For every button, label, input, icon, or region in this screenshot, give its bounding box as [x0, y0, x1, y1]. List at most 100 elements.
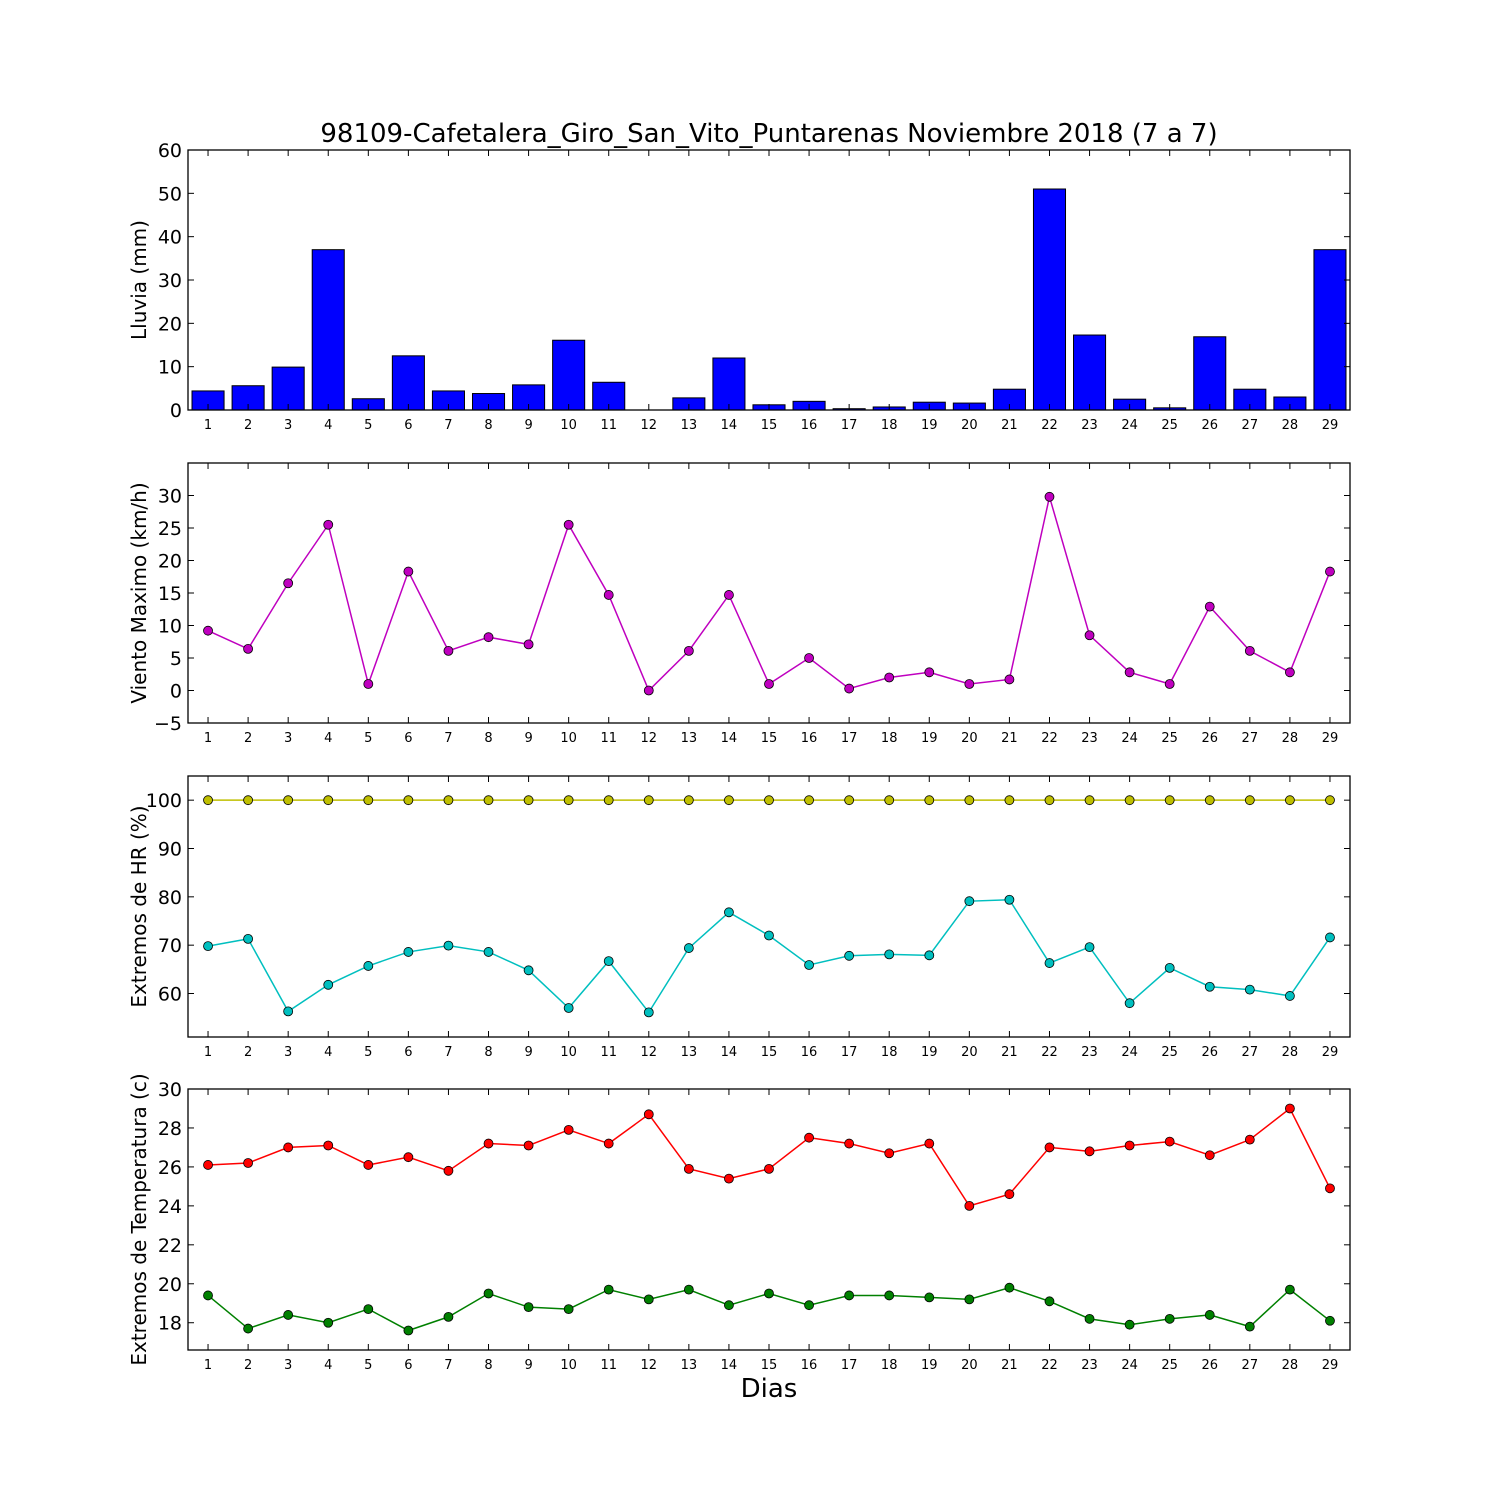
x-tick-label: 29 [1322, 1358, 1339, 1373]
x-tick-label: 18 [881, 1358, 898, 1373]
y-tick-label: 15 [158, 583, 182, 605]
point-series-1-day-8 [483, 1138, 494, 1149]
point-series-2-day-14 [724, 907, 734, 918]
point-series-2-day-25 [1164, 962, 1175, 973]
x-tick-label: 7 [444, 418, 452, 433]
x-tick-label: 19 [921, 731, 938, 746]
point-series-2-day-29 [1325, 1315, 1335, 1326]
point-series-2-day-28 [1285, 1284, 1295, 1295]
x-tick-label: 1 [204, 731, 212, 746]
x-tick-label: 2 [244, 731, 252, 746]
point-series-1-day-5 [363, 679, 374, 689]
x-tick-label: 12 [641, 1045, 658, 1060]
y-tick-label: 40 [158, 227, 182, 249]
point-series-2-day-6 [403, 947, 414, 957]
point-series-2-day-10 [563, 1304, 574, 1314]
x-tick-label: 2 [244, 1358, 252, 1373]
x-tick-label: 25 [1161, 731, 1178, 746]
x-tick-label: 16 [801, 1045, 818, 1060]
point-series-1-day-6 [403, 1152, 414, 1163]
point-series-1-day-24 [1124, 667, 1135, 678]
y-axis-label: Viento Maximo (km/h) [127, 482, 151, 703]
x-tick-label: 21 [1001, 1358, 1018, 1373]
point-series-2-day-28 [1285, 991, 1295, 1001]
x-tick-label: 13 [681, 418, 698, 433]
x-tick-label: 29 [1322, 418, 1339, 433]
point-series-1-day-18 [884, 672, 895, 683]
x-tick-label: 14 [721, 1358, 738, 1373]
x-tick-label: 3 [284, 418, 292, 433]
x-tick-label: 10 [560, 1358, 577, 1373]
point-series-2-day-27 [1244, 1321, 1255, 1332]
point-series-1-day-24 [1124, 795, 1135, 806]
point-series-1-day-24 [1124, 1140, 1135, 1151]
y-tick-label: 20 [158, 313, 182, 335]
point-series-1-day-8 [483, 632, 494, 643]
point-series-2-day-19 [924, 950, 935, 961]
x-tick-label: 6 [404, 731, 412, 746]
x-tick-label: 2 [244, 418, 252, 433]
x-tick-label: 11 [600, 1358, 617, 1373]
series-line-1 [207, 1107, 1331, 1207]
x-tick-label: 7 [444, 1045, 452, 1060]
bar-day-26 [1193, 336, 1227, 411]
point-series-1-day-11 [603, 590, 614, 600]
x-tick-label: 26 [1201, 1358, 1218, 1373]
point-series-1-day-3 [283, 578, 294, 589]
y-tick-label: 22 [158, 1235, 182, 1257]
point-series-1-day-1 [203, 795, 213, 806]
x-tick-label: 4 [324, 731, 332, 746]
point-series-1-day-19 [924, 1138, 935, 1149]
x-tick-label: 26 [1201, 731, 1218, 746]
point-series-2-day-8 [483, 1288, 494, 1299]
x-tick-label: 16 [801, 418, 818, 433]
point-series-2-day-18 [884, 949, 895, 960]
y-tick-label: 5 [170, 648, 182, 670]
point-series-1-day-26 [1204, 601, 1215, 612]
point-series-1-day-20 [964, 1200, 975, 1211]
point-series-1-day-9 [523, 795, 534, 806]
point-series-1-day-10 [563, 795, 574, 806]
x-tick-label: 6 [404, 1045, 412, 1060]
bar-day-29 [1313, 249, 1347, 411]
x-tick-label: 11 [600, 418, 617, 433]
point-series-1-day-2 [243, 1158, 254, 1168]
x-tick-label: 8 [484, 1045, 492, 1060]
point-series-1-day-18 [884, 795, 895, 806]
point-series-2-day-24 [1124, 1319, 1135, 1330]
point-series-1-day-25 [1164, 1136, 1175, 1147]
x-tick-label: 4 [324, 1358, 332, 1373]
point-series-1-day-14 [724, 795, 734, 806]
point-series-1-day-15 [764, 1163, 774, 1174]
x-tick-label: 27 [1242, 418, 1259, 433]
point-series-2-day-29 [1325, 932, 1335, 943]
x-tick-label: 14 [721, 731, 738, 746]
x-tick-label: 27 [1242, 1358, 1259, 1373]
point-series-1-day-3 [283, 795, 294, 806]
point-series-2-day-2 [243, 933, 254, 944]
point-series-1-day-17 [844, 1138, 855, 1149]
point-series-1-day-15 [764, 795, 774, 806]
x-tick-label: 13 [681, 1358, 698, 1373]
x-tick-label: 25 [1161, 1045, 1178, 1060]
point-series-1-day-4 [323, 519, 334, 530]
point-series-2-day-1 [203, 941, 213, 952]
point-series-2-day-22 [1044, 1296, 1055, 1307]
x-tick-label: 3 [284, 731, 292, 746]
x-tick-label: 17 [841, 731, 858, 746]
y-tick-label: 25 [158, 518, 182, 540]
x-tick-label: 3 [284, 1358, 292, 1373]
point-series-1-day-26 [1204, 795, 1215, 806]
point-series-1-day-6 [403, 566, 414, 577]
x-tick-label: 5 [364, 731, 372, 746]
point-series-2-day-16 [804, 960, 814, 970]
x-tick-label: 12 [641, 418, 658, 433]
x-tick-label: 16 [801, 731, 818, 746]
x-tick-label: 23 [1081, 1358, 1098, 1373]
point-series-1-day-4 [323, 1140, 334, 1151]
x-tick-label: 23 [1081, 418, 1098, 433]
point-series-1-day-11 [603, 1138, 614, 1149]
x-tick-label: 13 [681, 1045, 698, 1060]
x-tick-label: 19 [921, 1358, 938, 1373]
